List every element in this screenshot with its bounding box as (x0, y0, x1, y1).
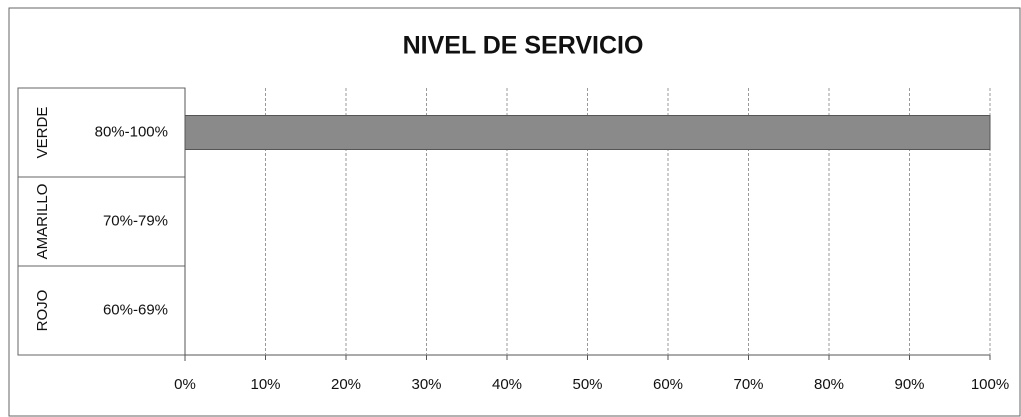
x-tick-label: 10% (250, 376, 280, 393)
group-label: ROJO (34, 290, 51, 332)
y-tick-label: 70%-79% (103, 212, 168, 229)
chart-title: NIVEL DE SERVICIO (403, 32, 644, 60)
chart-border (8, 7, 1021, 417)
x-tick-label: 100% (971, 376, 1009, 393)
x-tick-label: 40% (492, 376, 522, 393)
x-tick-label: 30% (411, 376, 441, 393)
group-label: VERDE (34, 107, 51, 159)
x-tick-label: 0% (174, 376, 196, 393)
x-tick-label: 70% (733, 376, 763, 393)
y-tick-label: 80%-100% (95, 123, 168, 140)
x-tick-label: 90% (894, 376, 924, 393)
x-tick-label: 60% (653, 376, 683, 393)
bar (184, 115, 991, 150)
x-tick-label: 20% (331, 376, 361, 393)
x-tick-label: 50% (572, 376, 602, 393)
group-label: AMARILLO (34, 184, 51, 260)
y-tick-label: 60%-69% (103, 301, 168, 318)
x-tick-label: 80% (814, 376, 844, 393)
